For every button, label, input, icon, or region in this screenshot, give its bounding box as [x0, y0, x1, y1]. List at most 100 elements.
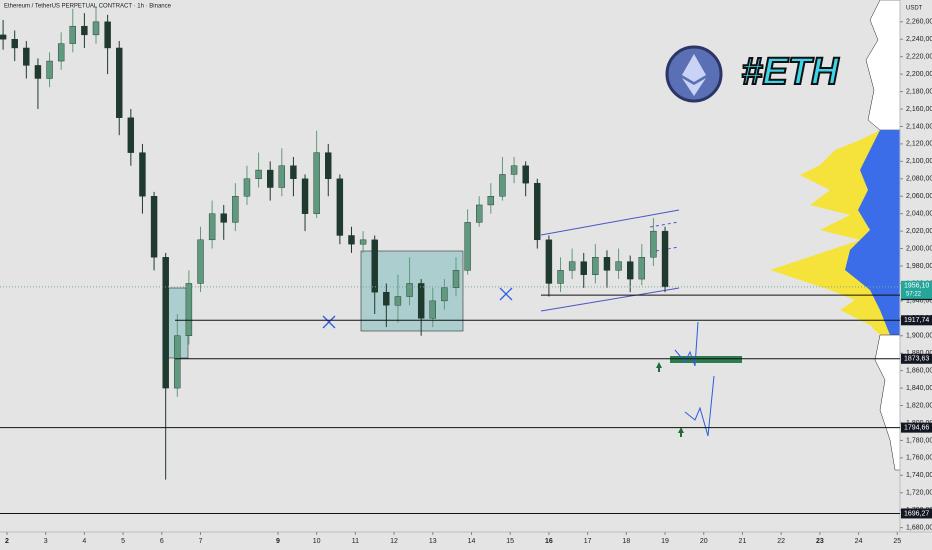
x-tick-label: 16	[545, 538, 553, 545]
x-tick-label: 10	[313, 538, 321, 545]
x-mark	[499, 287, 513, 301]
candle-body	[452, 270, 460, 289]
level-label: 1696,27	[904, 510, 929, 517]
y-tick-label: 1,820,00	[906, 402, 932, 409]
candle-body	[429, 300, 436, 319]
scribble	[674, 321, 699, 367]
level-label-box	[901, 508, 932, 519]
candle-body	[557, 270, 564, 284]
x-tick-label: 2	[5, 538, 9, 545]
candle-body	[57, 43, 65, 62]
candle-body	[127, 117, 135, 153]
y-tick-label: 2,060,00	[906, 193, 932, 200]
candle-body	[266, 169, 274, 188]
x-tick-label: 11	[352, 538, 359, 545]
candle-body	[371, 239, 378, 293]
candle-body	[290, 165, 297, 179]
y-tick-label: 1,680,00	[906, 524, 932, 531]
level-label: 1917,74	[904, 317, 929, 324]
scribble	[684, 375, 715, 437]
x-marks	[322, 287, 513, 329]
arrow-up	[678, 427, 684, 437]
candle-body	[510, 165, 518, 175]
y-tick-label: 2,180,00	[906, 88, 932, 95]
current-price-box	[901, 280, 932, 299]
y-tick-label: 1,760,00	[906, 455, 932, 462]
countdown: 57:22	[906, 291, 922, 297]
level-label-box	[901, 422, 932, 433]
chart-title: Ethereum / TetherUS PERPETUAL CONTRACT ·…	[4, 4, 172, 10]
profile-top	[865, 0, 901, 131]
candle-body	[383, 291, 390, 306]
arrow-up	[656, 362, 662, 372]
x-tick-label: 12	[390, 538, 398, 545]
y-tick-label: 2,160,00	[906, 106, 932, 113]
candle-body	[208, 213, 216, 241]
y-tick-label: 1,740,00	[906, 472, 932, 479]
x-tick-label: 17	[584, 538, 592, 545]
x-mark	[322, 315, 336, 329]
candle-body	[336, 178, 344, 236]
x-tick-label: 5	[121, 538, 125, 545]
x-tick-label: 13	[429, 538, 437, 545]
candle-body	[185, 283, 193, 336]
candle-body	[116, 47, 123, 118]
current-price-label: 1956,10	[904, 283, 929, 290]
candle-body	[11, 39, 18, 49]
level-label-box	[901, 315, 932, 326]
candle-body	[104, 21, 111, 49]
candle-body	[522, 165, 529, 184]
candle-body	[626, 261, 634, 280]
currency: USDT	[906, 6, 923, 12]
level-label-box	[901, 353, 932, 364]
y-tick-label: 1,900,00	[906, 333, 932, 340]
eth-logo: #ETH	[665, 45, 841, 103]
y-tick-label: 1,880,00	[906, 350, 932, 357]
y-tick-label: 2,080,00	[906, 176, 932, 183]
candle-body	[46, 60, 53, 79]
x-tick-label: 21	[739, 538, 747, 545]
y-tick-label: 2,240,00	[906, 36, 932, 43]
candle-body	[638, 257, 646, 280]
y-tick-label: 1,980,00	[906, 263, 932, 270]
channel-dash	[649, 221, 680, 228]
candle-body	[441, 287, 448, 302]
x-tick-label: 15	[506, 538, 514, 545]
y-tick-label: 2,220,00	[906, 54, 932, 61]
x-tick-label: 20	[700, 538, 708, 545]
y-tick-label: 1,860,00	[906, 367, 932, 374]
x-tick-label: 14	[468, 538, 476, 545]
logo-text: #ETH	[741, 51, 840, 93]
candle-body	[464, 222, 471, 271]
candle-body	[325, 152, 332, 179]
candle-body	[592, 257, 599, 275]
candle-body	[394, 296, 402, 306]
candle-body	[661, 230, 669, 288]
x-tick-label: 6	[160, 538, 164, 545]
channel-line	[540, 287, 680, 312]
candle-body	[139, 152, 146, 197]
y-tick-label: 1,940,00	[906, 298, 932, 305]
candle-body	[232, 196, 239, 223]
target-bar	[670, 356, 742, 363]
channel-line	[540, 209, 680, 236]
candle-body	[348, 235, 355, 245]
x-tick-label: 25	[893, 538, 901, 545]
candle-body	[603, 257, 611, 271]
x-tick-label: 22	[777, 538, 785, 545]
candle-body	[150, 196, 158, 258]
candle-body	[406, 283, 413, 297]
candle-body	[313, 152, 320, 214]
x-tick-label: 18	[622, 538, 630, 545]
candle-body	[580, 261, 587, 275]
x-tick-label: 9	[276, 538, 280, 545]
y-tick-label: 2,260,00	[906, 19, 932, 26]
candle-body	[417, 283, 425, 319]
x-tick-label: 4	[82, 538, 86, 545]
candle-body	[499, 174, 506, 197]
candle-body	[615, 261, 622, 271]
candle-body	[23, 47, 30, 66]
y-tick-label: 2,140,00	[906, 123, 932, 130]
candle-body	[197, 239, 204, 284]
x-tick-label: 24	[855, 538, 863, 545]
